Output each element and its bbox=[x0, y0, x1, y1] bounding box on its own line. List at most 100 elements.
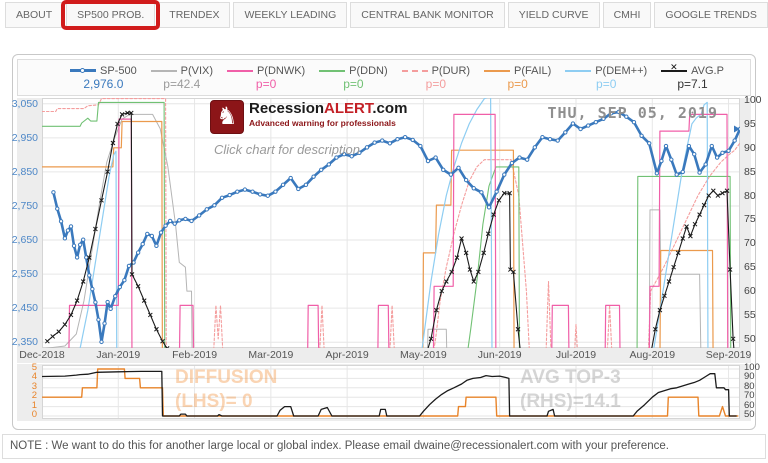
left-axis-tick: 2,750 bbox=[11, 199, 38, 212]
sp-500-line-swatch-icon bbox=[70, 66, 96, 75]
right-axis-tick: 70 bbox=[744, 237, 756, 250]
chart-widget: SP-500 2,976.0 P(VIX) p=42.4 P(DNWK) p=0 P(DDN… bbox=[12, 54, 762, 430]
left-axis-tick: 2,850 bbox=[11, 165, 38, 178]
lower-right-axis-tick: 70 bbox=[744, 390, 755, 402]
tab-yield-curve[interactable]: YIELD CURVE bbox=[507, 2, 600, 28]
legend-item-p-ddn: P(DDN) p=0 bbox=[319, 65, 388, 91]
legend-label: P(DEM++) bbox=[595, 64, 648, 77]
legend-item-p-fail: P(FAIL) p=0 bbox=[484, 65, 551, 91]
p-dnwk-line-swatch-icon bbox=[226, 66, 253, 75]
brand-text: RecessionALERT.com Advanced warning for … bbox=[249, 100, 407, 128]
legend-label: P(VIX) bbox=[180, 64, 214, 77]
lower-right-axis-tick: 80 bbox=[744, 380, 755, 392]
p-fail-line-swatch-icon bbox=[484, 66, 510, 75]
legend-item-p-dem: P(DEM++) p=0 bbox=[565, 65, 647, 91]
main-chart-area: 3,050 2,950 2,850 2,750 2,650 2,550 2,450 2,350… bbox=[12, 94, 762, 348]
left-axis-tick: 2,450 bbox=[11, 302, 38, 315]
legend-label: P(FAIL) bbox=[514, 64, 552, 77]
legend-value: p=7.1 bbox=[677, 76, 708, 91]
x-axis-tick: Aug-2019 bbox=[629, 349, 676, 361]
lower-plot[interactable]: DIFFUSION (LHS)= 0 AVG TOP-3 (RHS)=14.1 bbox=[42, 365, 740, 419]
legend-item-avg-p: ✕ AVG.P p=7.1 bbox=[661, 63, 724, 91]
legend-label: P(DNWK) bbox=[256, 64, 306, 77]
lower-left-axis-tick: 2 bbox=[31, 390, 37, 402]
note-text: NOTE : We want to do this for another la… bbox=[10, 440, 669, 452]
tab-weekly-leading[interactable]: WEEKLY LEADING bbox=[233, 2, 348, 28]
brand-logo: ♞ RecessionALERT.com Advanced warning fo… bbox=[210, 100, 407, 134]
x-axis-tick: Mar-2019 bbox=[248, 349, 294, 361]
right-axis-tick: 75 bbox=[744, 213, 756, 226]
tab-bar: ABOUT SP500 PROB. TRENDEX WEEKLY LEADING CEN… bbox=[5, 2, 768, 30]
lower-chart-svg bbox=[42, 365, 740, 419]
lower-right-axis: 100 90 80 70 60 50 bbox=[741, 362, 760, 421]
lower-left-axis-tick: 5 bbox=[31, 362, 37, 373]
legend-label: AVG.P bbox=[691, 64, 724, 77]
date-label: THU, SEP 05, 2019 bbox=[547, 104, 718, 122]
x-axis-tick: Sep-2019 bbox=[705, 349, 752, 361]
legend-value: p=0 bbox=[507, 76, 528, 91]
lower-right-axis-tick: 60 bbox=[744, 399, 755, 411]
left-axis-tick: 2,550 bbox=[11, 268, 38, 281]
left-axis-tick: 2,650 bbox=[11, 234, 38, 247]
avg-p-line-swatch-icon: ✕ bbox=[661, 63, 688, 75]
left-axis-tick: 3,050 bbox=[11, 97, 38, 110]
legend-value: p=0 bbox=[343, 76, 364, 91]
right-axis-tick: 85 bbox=[744, 165, 756, 178]
x-axis-tick: Jan-2019 bbox=[96, 349, 141, 361]
note-bar: NOTE : We want to do this for another la… bbox=[2, 434, 766, 459]
tab-google-trends[interactable]: GOOGLE TRENDS bbox=[654, 2, 768, 28]
lower-left-axis-tick: 4 bbox=[31, 371, 37, 383]
legend-value: 2,976.0 bbox=[83, 76, 124, 91]
legend-value: p=0 bbox=[425, 76, 446, 91]
right-axis-tick: 50 bbox=[744, 332, 756, 345]
x-axis-tick: Feb-2019 bbox=[172, 349, 218, 361]
right-axis-tick: 90 bbox=[744, 141, 756, 154]
x-axis-tick: Jul-2019 bbox=[555, 349, 597, 361]
p-dem-line-swatch-icon bbox=[565, 66, 592, 75]
right-axis-tick: 60 bbox=[744, 285, 756, 298]
tab-trendex[interactable]: TRENDEX bbox=[158, 2, 231, 28]
x-axis-tick: Apr-2019 bbox=[325, 349, 369, 361]
lower-right-axis-tick: 50 bbox=[744, 409, 755, 420]
p-vix-line-swatch-icon bbox=[150, 66, 177, 75]
x-axis: Dec-2018 Jan-2019 Feb-2019 Mar-2019 Apr-2019… bbox=[17, 348, 751, 363]
main-plot[interactable]: ♞ RecessionALERT.com Advanced warning fo… bbox=[42, 98, 740, 348]
right-axis-tick: 65 bbox=[744, 261, 756, 274]
right-axis-tick: 80 bbox=[744, 189, 756, 202]
knight-chess-icon: ♞ bbox=[210, 100, 244, 134]
legend-label: SP-500 bbox=[100, 64, 137, 77]
p-dur-line-swatch-icon bbox=[401, 66, 428, 75]
tab-central-bank-monitor[interactable]: CENTRAL BANK MONITOR bbox=[350, 2, 505, 28]
main-left-axis: 3,050 2,950 2,850 2,750 2,650 2,550 2,450 2,350 bbox=[12, 98, 40, 348]
lower-right-axis-tick: 90 bbox=[744, 371, 755, 383]
legend-value: p=0 bbox=[255, 76, 277, 91]
right-axis-tick: 95 bbox=[744, 117, 756, 130]
legend-label: P(DDN) bbox=[349, 64, 388, 77]
legend-label: P(DUR) bbox=[431, 64, 471, 77]
legend-item-p-dnwk: P(DNWK) p=0 bbox=[226, 64, 306, 91]
x-axis-tick: May-2019 bbox=[400, 349, 447, 361]
main-chart-svg bbox=[42, 98, 740, 348]
left-axis-tick: 2,350 bbox=[11, 336, 38, 349]
click-hint: Click chart for description bbox=[214, 142, 360, 157]
legend-item-p-dur: P(DUR) p=0 bbox=[401, 64, 471, 91]
legend-value: p=0 bbox=[596, 76, 617, 91]
right-axis-tick: 55 bbox=[744, 308, 756, 321]
brand-tagline: Advanced warning for professionals bbox=[249, 118, 396, 128]
left-axis-tick: 2,950 bbox=[11, 131, 38, 144]
legend-value: p=42.4 bbox=[163, 76, 201, 91]
legend-item-sp-500: SP-500 2,976.0 bbox=[70, 65, 137, 91]
chart-legend: SP-500 2,976.0 P(VIX) p=42.4 P(DNWK) p=0 P(DDN… bbox=[17, 59, 751, 96]
lower-right-axis-tick: 100 bbox=[744, 362, 760, 373]
tab-sp500-prob[interactable]: SP500 PROB. bbox=[66, 2, 156, 28]
brand-title: RecessionALERT.com bbox=[249, 100, 408, 117]
tab-about[interactable]: ABOUT bbox=[5, 2, 64, 28]
x-axis-tick: Dec-2018 bbox=[19, 349, 65, 361]
p-ddn-line-swatch-icon bbox=[319, 66, 346, 75]
main-right-axis: 100 95 90 85 80 75 70 65 60 55 50 bbox=[741, 94, 762, 348]
right-axis-tick: 100 bbox=[744, 94, 762, 107]
tab-cmhi[interactable]: CMHI bbox=[602, 2, 652, 28]
